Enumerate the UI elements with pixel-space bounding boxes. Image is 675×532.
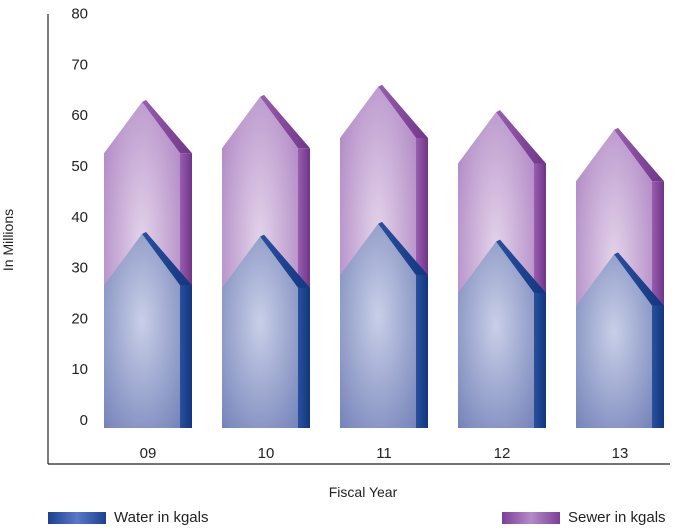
bar-water-11-front [340,223,416,428]
bar-water-12-roof [496,239,546,293]
legend-sewer-swatch [502,511,560,524]
y-tick-label: 70 [71,56,88,73]
bar-water-13-roof [614,252,664,306]
y-tick-label: 80 [71,6,88,23]
y-tick-label: 20 [71,310,88,327]
y-tick-label: 0 [80,412,88,429]
legend-water-swatch [48,511,106,524]
x-tick-label: 11 [376,445,392,462]
legend-sewer: Sewer in kgals [502,509,666,526]
bar-sewer-12-roof [496,110,546,164]
legend-sewer-label: Sewer in kgals [568,509,666,526]
y-tick-label: 40 [71,209,88,226]
bar-water-13-front [576,254,652,428]
bar-sewer-10-roof [260,94,310,149]
bar-water-12-front [458,241,534,428]
bar-water-09 [104,232,192,428]
bar-water-09-side [180,285,192,428]
bar-water-09-front [104,234,180,428]
bar-water-10 [222,234,310,428]
y-tick-label: 50 [71,158,88,175]
bar-water-13 [576,252,664,428]
chart: 0 10 20 30 40 50 60 70 80 09 10 11 12 13 In Millions… [0,6,670,500]
x-tick-label: 12 [494,445,511,462]
bar-sewer-09-roof [142,99,192,154]
x-axis-label: Fiscal Year [329,484,398,500]
bar-water-11-roof [378,221,428,276]
bar-water-12 [458,239,546,428]
x-tick-label: 09 [140,445,157,462]
bar-water-12-side [534,293,546,428]
x-tick-label: 13 [612,445,629,462]
y-axis-label: In Millions [0,209,16,271]
bar-sewer-11-roof [378,84,428,139]
y-tick-label: 30 [71,260,88,277]
bar-water-13-side [652,305,664,428]
legend-water: Water in kgals [48,509,208,526]
y-tick-label: 60 [71,107,88,124]
bar-water-10-front [222,236,298,428]
bar-water-09-roof [142,232,192,286]
bar-water-11-side [416,275,428,428]
bar-water-10-roof [260,234,310,288]
bar-water-11 [340,221,428,428]
y-tick-label: 10 [71,361,88,378]
legend-water-label: Water in kgals [114,509,209,526]
bar-water-10-side [298,287,310,428]
bar-sewer-13-roof [614,127,664,182]
x-tick-label: 10 [258,445,275,462]
